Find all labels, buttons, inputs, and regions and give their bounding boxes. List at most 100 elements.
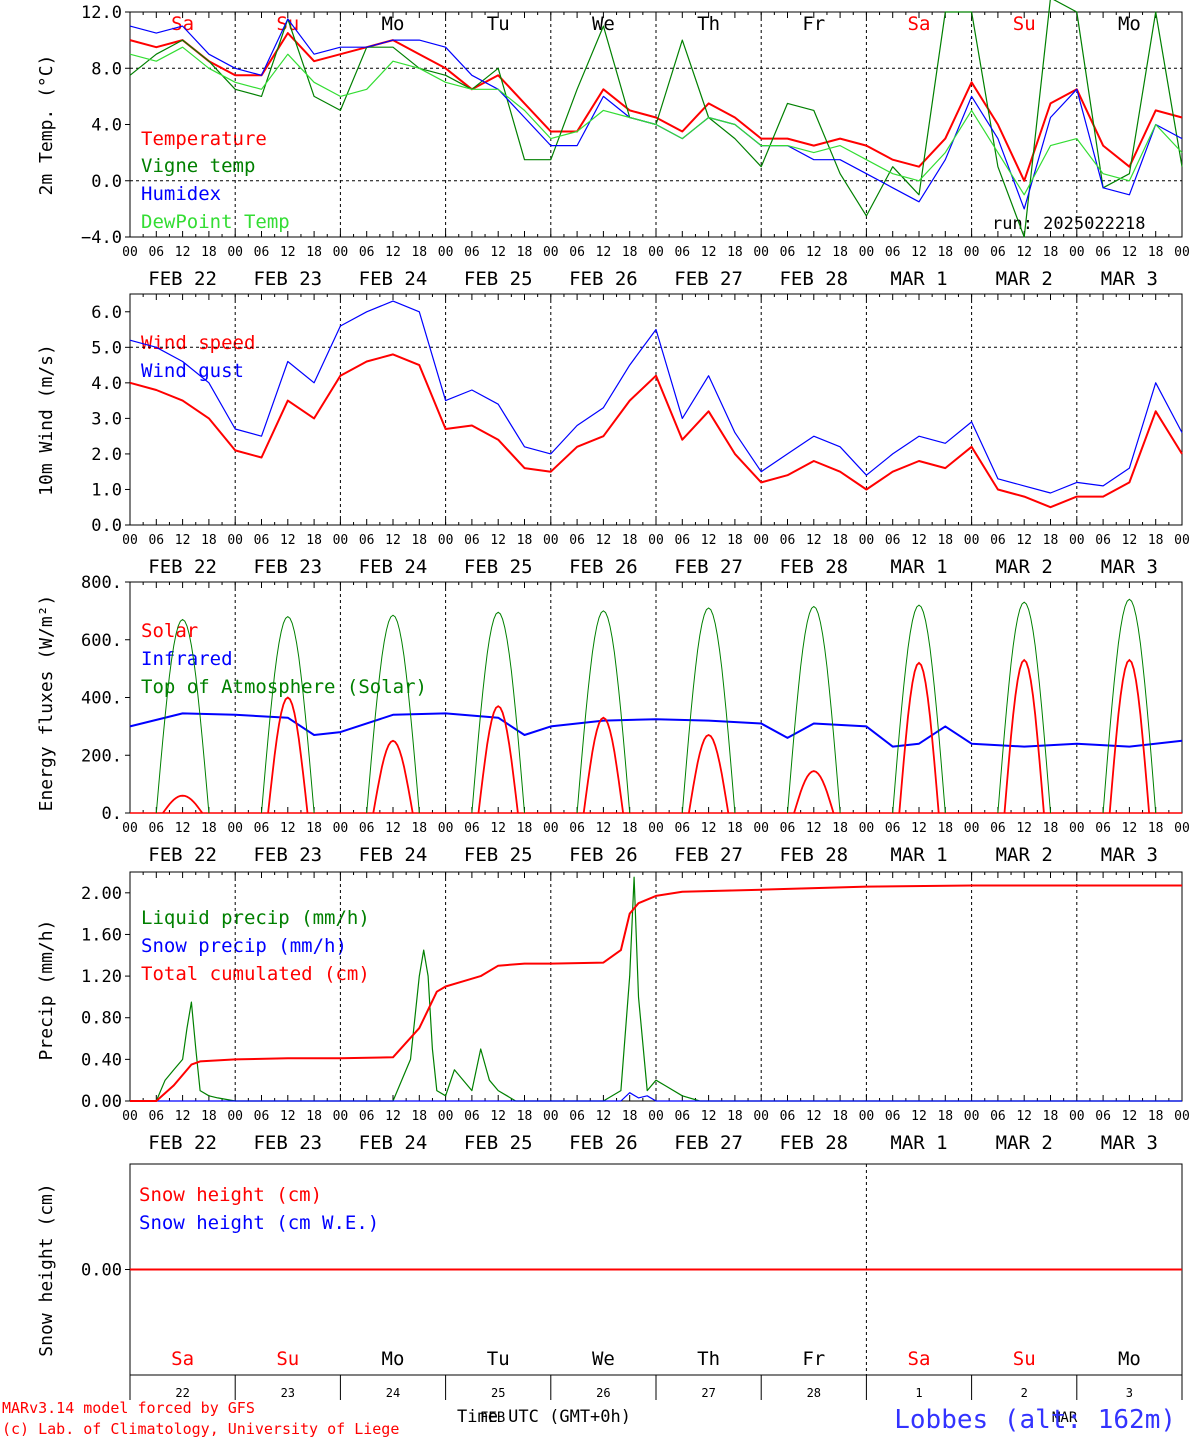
ylabel-energy: Energy fluxes (W/m²) [36, 595, 57, 812]
date-label: MAR 1 [890, 556, 947, 578]
date-label: MAR 2 [996, 1132, 1053, 1154]
hour-label: 12 [806, 245, 822, 260]
date-label: FEB 23 [253, 268, 322, 290]
footer-model: MARv3.14 model forced by GFS [2, 1399, 255, 1417]
hour-label: 00 [438, 533, 454, 548]
legend-total-cumulated: Total cumulated (cm) [141, 963, 370, 985]
mar-label: MAR [1052, 1410, 1078, 1426]
hour-label: 00 [438, 821, 454, 836]
day-name: Fr [802, 1348, 825, 1370]
hour-label: 18 [832, 1109, 848, 1124]
day-number: 27 [701, 1386, 715, 1400]
snow-legend: Snow height (cm) Snow height (cm W.E.) [139, 1184, 379, 1234]
day-number: 22 [175, 1386, 189, 1400]
hour-label: 12 [701, 1109, 717, 1124]
toa-solar-day-curve [681, 607, 736, 814]
hour-label: 06 [990, 245, 1006, 260]
hour-label: 18 [517, 1109, 533, 1124]
hour-label: 12 [1016, 245, 1032, 260]
legend-solar: Solar [141, 620, 198, 642]
hour-label: 06 [780, 1109, 796, 1124]
panel-4: 0.00 Sa Su Mo Tu We Th Fr Sa Su Mo [81, 1163, 1183, 1376]
hour-label: 00 [333, 821, 349, 836]
date-label: MAR 1 [890, 844, 947, 866]
date-label: FEB 22 [148, 268, 217, 290]
day-name: Su [1013, 1348, 1036, 1370]
y-tick-label: 4.0 [91, 374, 122, 394]
panel-0: 12.08.04.00.0−4.000 06 12 18 00 06 12 18 00 06 12 1… [81, 0, 1190, 290]
hour-label: 00 [122, 533, 138, 548]
hour-label: 18 [1148, 1109, 1164, 1124]
hour-label: 00 [648, 821, 664, 836]
y-tick-label: 0.0 [91, 516, 122, 536]
hour-label: 12 [175, 245, 191, 260]
y-tick-label: 600. [81, 631, 122, 651]
hour-label: 06 [148, 1109, 164, 1124]
hour-label: 12 [1122, 533, 1138, 548]
hour-label: 06 [674, 245, 690, 260]
date-label: FEB 24 [359, 556, 428, 578]
hour-label: 12 [1016, 821, 1032, 836]
y-tick-label: 0.80 [81, 1009, 122, 1029]
hour-label: 00 [543, 1109, 559, 1124]
y-tick-label: 800. [81, 573, 122, 593]
day-number: 1 [915, 1386, 922, 1400]
hour-label: 18 [411, 533, 427, 548]
hour-label: 12 [701, 821, 717, 836]
hour-label: 18 [832, 245, 848, 260]
series-total-cumulated-cm- [130, 884, 1182, 1102]
hour-label: 00 [964, 821, 980, 836]
hour-label: 00 [1174, 821, 1190, 836]
hour-label: 18 [517, 245, 533, 260]
hour-label: 12 [490, 1109, 506, 1124]
solar-day-curve [1003, 658, 1045, 814]
day-name: We [592, 13, 615, 35]
y-tick-label: 3.0 [91, 409, 122, 429]
date-label: FEB 26 [569, 1132, 638, 1154]
day-name: Th [697, 13, 720, 35]
hour-label: 00 [1069, 821, 1085, 836]
hour-label: 12 [596, 1109, 612, 1124]
date-label: FEB 24 [359, 844, 428, 866]
hour-label: 18 [1043, 533, 1059, 548]
hour-label: 12 [596, 821, 612, 836]
day-number: 25 [491, 1386, 505, 1400]
day-name: Tu [487, 13, 510, 35]
hour-label: 06 [1095, 533, 1111, 548]
hour-label: 18 [201, 821, 217, 836]
hour-label: 06 [148, 821, 164, 836]
date-label: FEB 27 [674, 1132, 743, 1154]
day-number-row: 22 23 24 25 26 27 28 1 2 3 [129, 1375, 1183, 1400]
y-tick-label: 0. [102, 804, 122, 824]
date-label: FEB 24 [359, 268, 428, 290]
hour-label: 06 [885, 245, 901, 260]
series-liquid-precip-mm-h- [130, 876, 1182, 1102]
hour-label: 12 [280, 821, 296, 836]
y-tick-label: 0.00 [81, 1261, 122, 1281]
date-label: MAR 2 [996, 268, 1053, 290]
date-label: FEB 23 [253, 844, 322, 866]
hour-label: 18 [937, 533, 953, 548]
hour-label: 06 [1095, 821, 1111, 836]
hour-label: 00 [227, 821, 243, 836]
hour-label: 12 [701, 245, 717, 260]
day-name: Su [276, 13, 299, 35]
hour-label: 18 [1148, 533, 1164, 548]
run-label: run: 2025022218 [992, 214, 1146, 234]
hour-label: 06 [359, 533, 375, 548]
hour-label: 06 [464, 821, 480, 836]
hour-label: 06 [1095, 1109, 1111, 1124]
hour-label: 06 [885, 821, 901, 836]
hour-label: 00 [1174, 245, 1190, 260]
hour-label: 00 [543, 533, 559, 548]
day-number: 23 [281, 1386, 295, 1400]
date-label: FEB 28 [779, 844, 848, 866]
date-label: FEB 25 [464, 556, 533, 578]
date-label: FEB 23 [253, 556, 322, 578]
date-label: FEB 26 [569, 268, 638, 290]
hour-label: 12 [385, 533, 401, 548]
hour-label: 00 [543, 245, 559, 260]
hour-label: 18 [937, 821, 953, 836]
footer-station: Lobbes (alt: 162m) [894, 1405, 1176, 1435]
